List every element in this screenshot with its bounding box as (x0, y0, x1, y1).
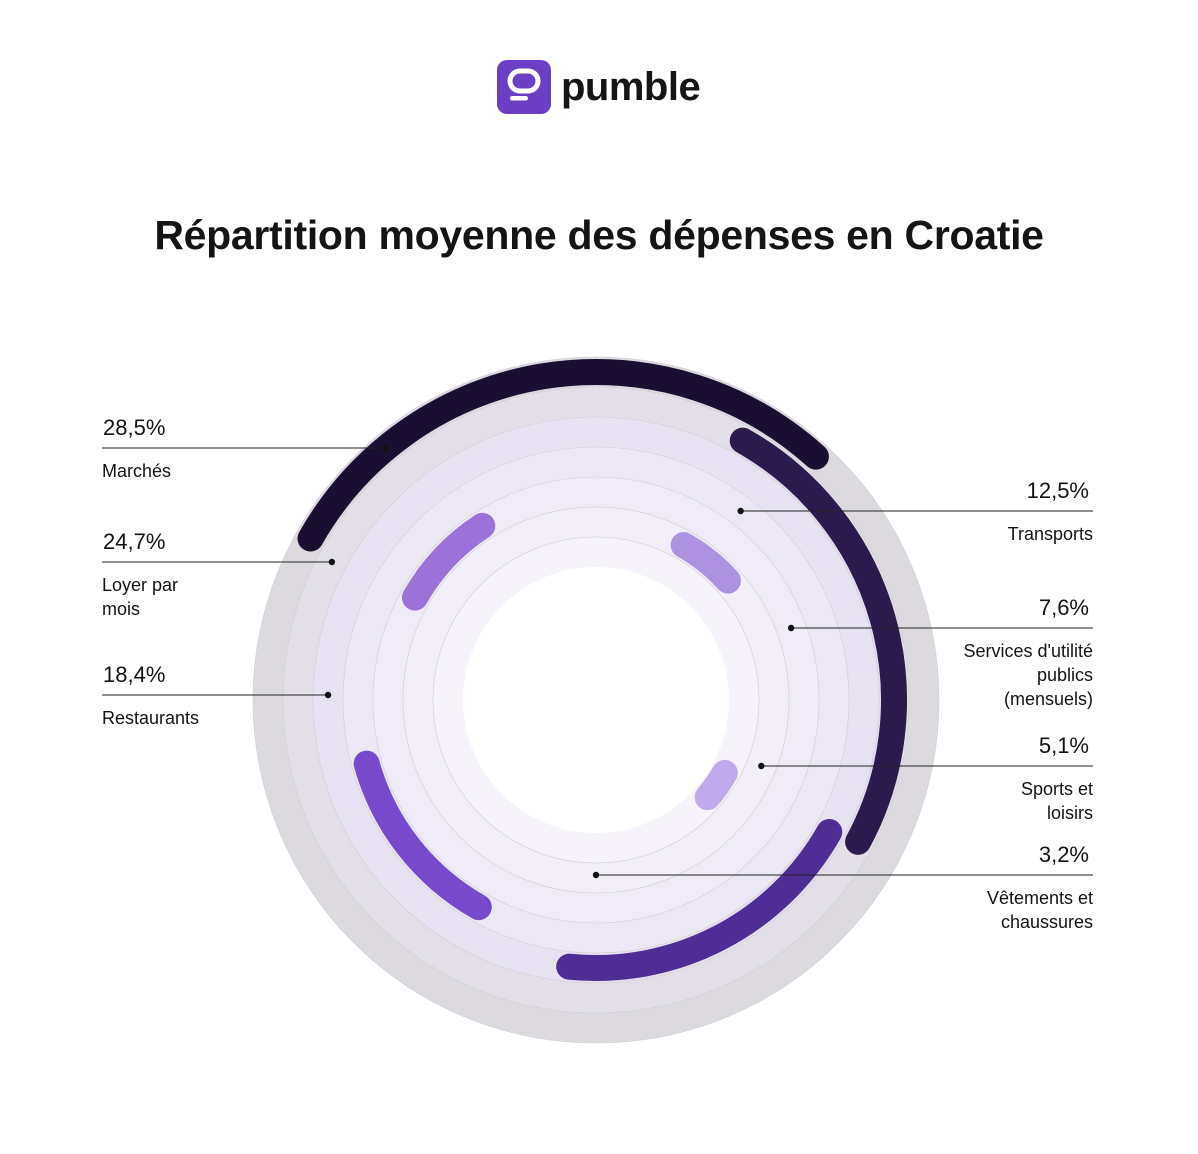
category-label-0-0: Marchés (102, 461, 171, 481)
chart-center-hole (463, 567, 729, 833)
value-label-5: 5,1% (1039, 733, 1089, 758)
value-label-3: 12,5% (1027, 478, 1089, 503)
bar-1 (729, 427, 907, 855)
bar-6 (694, 759, 738, 811)
leader-dot-3 (737, 507, 744, 515)
leader-dot-1 (328, 558, 336, 566)
category-label-4-1: publics (1037, 665, 1093, 685)
leader-dot-4 (787, 624, 795, 632)
category-label-4-2: (mensuels) (1004, 689, 1093, 709)
bar-5 (670, 532, 741, 594)
value-label-6: 3,2% (1039, 842, 1089, 867)
category-label-5-1: loisirs (1047, 803, 1093, 823)
bar-0 (297, 359, 829, 552)
value-label-2: 18,4% (103, 662, 165, 687)
pumble-logo-icon (497, 60, 551, 114)
chart-title: Répartition moyenne des dépenses en Croa… (154, 212, 1044, 258)
category-label-1-0: Loyer par (102, 575, 178, 595)
category-label-6-1: chaussures (1001, 912, 1093, 932)
brand-logo: pumble (497, 60, 701, 114)
category-label-1-1: mois (102, 599, 140, 619)
bar-4 (401, 512, 496, 611)
leader-dot-6 (592, 871, 600, 879)
bar-3 (353, 750, 492, 921)
category-label-2-0: Restaurants (102, 708, 199, 728)
category-label-3-0: Transports (1008, 524, 1093, 544)
leader-dot-0 (382, 444, 390, 452)
leader-dot-2 (324, 691, 332, 699)
value-label-0: 28,5% (103, 415, 165, 440)
category-label-4-0: Services d'utilité (964, 641, 1094, 661)
value-label-4: 7,6% (1039, 595, 1089, 620)
value-label-1: 24,7% (103, 529, 165, 554)
brand-name: pumble (561, 65, 701, 109)
leader-dot-5 (758, 762, 765, 770)
category-label-6-0: Vêtements et (987, 888, 1093, 908)
category-label-5-0: Sports et (1021, 779, 1093, 799)
bar-2 (556, 818, 843, 981)
